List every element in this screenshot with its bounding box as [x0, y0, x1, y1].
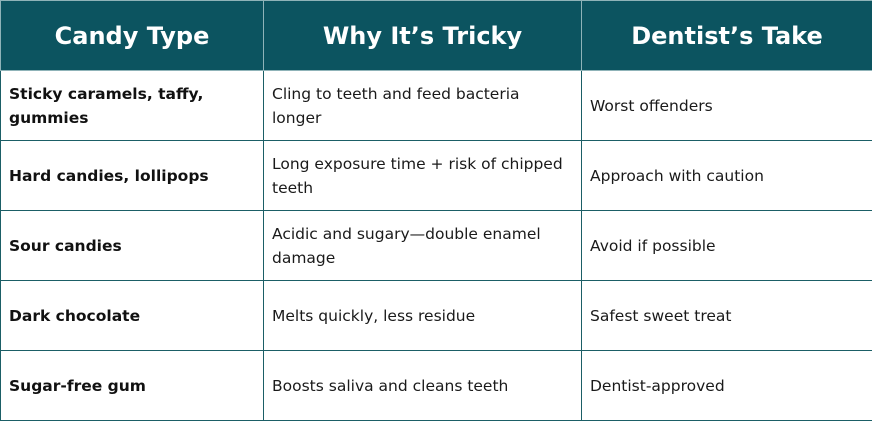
- header-candy-type: Candy Type: [1, 1, 264, 71]
- header-dentist-take: Dentist’s Take: [582, 1, 872, 71]
- why-tricky-cell: Boosts saliva and cleans teeth: [264, 351, 582, 421]
- why-tricky-cell: Long exposure time + risk of chipped tee…: [264, 141, 582, 211]
- dentist-take-cell: Safest sweet treat: [582, 281, 872, 351]
- table-row: Sticky caramels, taffy, gummies Cling to…: [1, 71, 872, 141]
- candy-type-cell: Sticky caramels, taffy, gummies: [1, 71, 264, 141]
- header-row: Candy Type Why It’s Tricky Dentist’s Tak…: [1, 1, 872, 71]
- candy-type-cell: Sour candies: [1, 211, 264, 281]
- header-why-tricky: Why It’s Tricky: [264, 1, 582, 71]
- candy-type-cell: Hard candies, lollipops: [1, 141, 264, 211]
- dentist-take-cell: Approach with caution: [582, 141, 872, 211]
- table-header: Candy Type Why It’s Tricky Dentist’s Tak…: [1, 1, 872, 71]
- why-tricky-cell: Cling to teeth and feed bacteria longer: [264, 71, 582, 141]
- candy-type-cell: Dark chocolate: [1, 281, 264, 351]
- why-tricky-cell: Melts quickly, less residue: [264, 281, 582, 351]
- table-row: Hard candies, lollipops Long exposure ti…: [1, 141, 872, 211]
- candy-type-cell: Sugar-free gum: [1, 351, 264, 421]
- table-row: Dark chocolate Melts quickly, less resid…: [1, 281, 872, 351]
- dentist-take-cell: Avoid if possible: [582, 211, 872, 281]
- table-row: Sugar-free gum Boosts saliva and cleans …: [1, 351, 872, 421]
- table-row: Sour candies Acidic and sugary—double en…: [1, 211, 872, 281]
- why-tricky-cell: Acidic and sugary—double enamel damage: [264, 211, 582, 281]
- dentist-take-cell: Worst offenders: [582, 71, 872, 141]
- table-body: Sticky caramels, taffy, gummies Cling to…: [1, 71, 872, 421]
- dentist-take-cell: Dentist-approved: [582, 351, 872, 421]
